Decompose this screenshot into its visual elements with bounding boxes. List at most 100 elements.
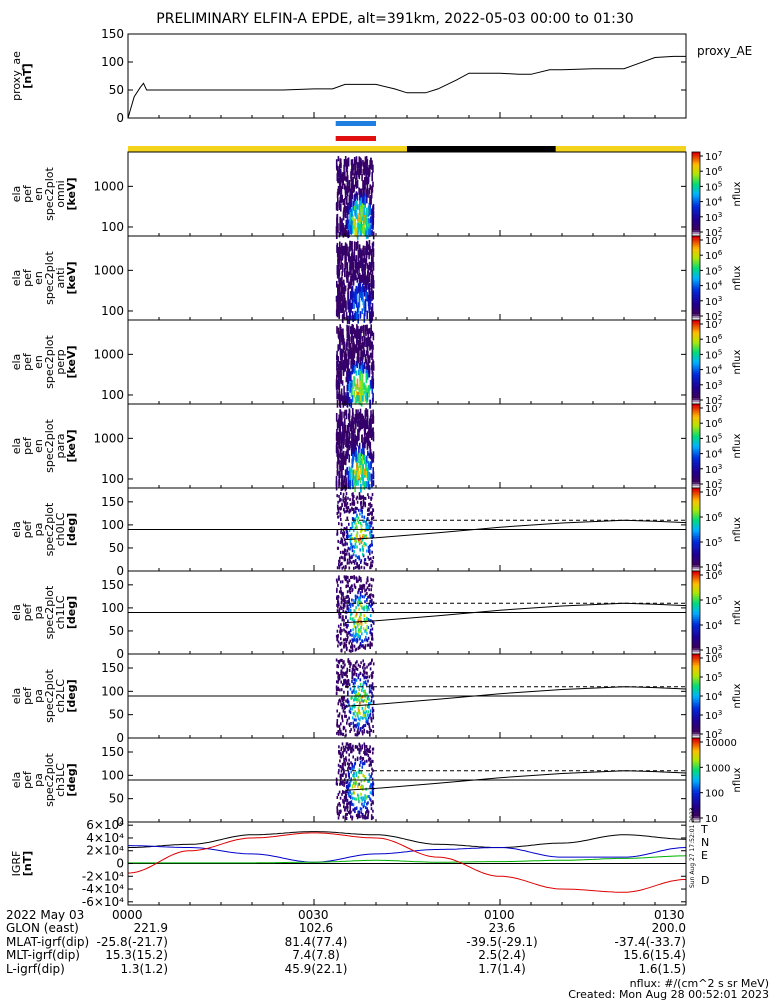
spectrogram-pixel [364, 325, 367, 331]
spectrogram-pixel [353, 184, 355, 192]
colorbar-swatch [692, 343, 700, 346]
spectrogram-pixel [337, 500, 339, 504]
colorbar-tick-label: 107 [705, 233, 722, 247]
colorbar-swatch [692, 481, 700, 485]
spectrogram-pixel [346, 206, 349, 215]
colorbar-swatch [692, 506, 700, 510]
spectrogram-pixel [342, 774, 344, 778]
spectrogram-pixel [355, 409, 357, 419]
spectrogram-pixel [347, 631, 349, 635]
spectrogram-pixel [359, 205, 362, 213]
colorbar-swatch [692, 656, 700, 659]
spectrogram-pixel [341, 329, 343, 337]
spectrogram-pixel [348, 419, 351, 428]
spectrogram-pixel [341, 629, 343, 632]
spectrogram-pixel [357, 430, 360, 440]
spectrogram-pixel [369, 552, 371, 556]
spectrogram-pixel [370, 431, 373, 441]
orbit-row-value: 1.7(1.4) [478, 961, 526, 976]
spectrogram-pixel [366, 282, 368, 290]
spectrogram-pixel [370, 274, 373, 283]
colorbar-tick-label: 100 [705, 789, 724, 800]
colorbar-swatch [692, 706, 700, 709]
colorbar-swatch [692, 672, 700, 676]
spectrogram-pixel [339, 514, 341, 518]
spectrogram-pixel [361, 538, 364, 542]
spectrogram-pixel [362, 535, 364, 539]
spectrogram-pixel [347, 610, 350, 613]
spectrogram-pixel [339, 196, 341, 203]
colorbar-swatch [692, 330, 700, 333]
spectrogram-pixel [362, 277, 364, 283]
spectrogram-pixel [360, 559, 363, 563]
spectrogram-pixel [344, 171, 346, 181]
spectrogram-pixel [363, 335, 366, 346]
spectrogram-pixel [362, 225, 364, 234]
spectrogram-pixel [352, 803, 355, 807]
spectrogram-pixel [343, 622, 345, 626]
spectrogram-pixel [359, 282, 361, 292]
spectrogram-pixel [359, 534, 361, 538]
spectrogram-pixel [356, 758, 359, 762]
spectrogram-pixel [363, 662, 366, 666]
colorbar-swatch [692, 206, 700, 209]
spectrogram-pixel [335, 578, 338, 582]
y-tick-label: 2×10⁴ [86, 844, 124, 858]
spectrogram-pixel [355, 580, 358, 583]
spectrogram-pixel [364, 814, 367, 818]
spectrogram-pixel [336, 494, 338, 498]
spectrogram-pixel [370, 807, 373, 811]
spectrogram-pixel [348, 246, 350, 255]
spectrogram-pixel [349, 801, 352, 804]
spectrogram-pixel [367, 172, 370, 183]
spectrogram-pixel [366, 608, 368, 612]
spectrogram-pixel [342, 762, 345, 766]
spectrogram-pixel [342, 366, 345, 375]
spectrogram-pixel [364, 816, 366, 820]
colorbar-tick-label: 104 [705, 618, 723, 632]
colorbar-swatch [692, 168, 700, 172]
spectrogram-pixel [339, 615, 342, 619]
spectrogram-pixel [339, 367, 341, 378]
colorbar-swatch [692, 322, 700, 325]
spectrogram-pixel [364, 504, 367, 508]
spectrogram-pixel [369, 785, 371, 789]
spectrogram-pixel [367, 210, 370, 217]
spectrogram-pixel [368, 557, 370, 561]
spectrogram-pixel [337, 302, 339, 312]
y-axis-label-line: ela [10, 270, 23, 287]
spectrogram-pixel [344, 210, 347, 219]
colorbar-swatch [692, 338, 700, 342]
spectrogram-pixel [344, 207, 346, 213]
spectrogram-pixel [358, 622, 361, 626]
spectrogram-pixel [364, 704, 367, 708]
spectrogram-pixel [366, 675, 368, 679]
colorbar-swatch [692, 731, 700, 735]
colorbar-swatch [692, 721, 700, 724]
colorbar-swatch [692, 735, 700, 739]
y-axis-label-line: pa [32, 523, 45, 537]
spectrogram-pixel [351, 395, 354, 403]
spectrogram-pixel [371, 607, 374, 611]
spectrogram-pixel [345, 162, 348, 173]
spectrogram-pixel [339, 173, 341, 184]
spectrogram-pixel [358, 395, 360, 401]
spectrogram-pixel [342, 661, 345, 665]
spectrogram-pixel [345, 742, 348, 746]
time-tick-label: 0100 [484, 908, 515, 922]
y-tick-label: 100 [101, 601, 124, 615]
colorbar-swatch [692, 683, 700, 686]
spectrogram-pixel [342, 263, 344, 273]
spectrogram-pixel [343, 642, 346, 646]
colorbar-swatch [692, 364, 700, 367]
spectrogram-pixel [351, 311, 354, 321]
colorbar-swatch [692, 696, 700, 699]
spectrogram-pixel [369, 352, 372, 358]
spectrogram-pixel [351, 387, 353, 397]
spectrogram-pixel [369, 418, 371, 428]
spectrogram-pixel [338, 282, 341, 293]
spectrogram-pixel [356, 378, 359, 388]
colorbar-swatch [692, 204, 700, 207]
spectrogram-pixel [338, 712, 341, 716]
